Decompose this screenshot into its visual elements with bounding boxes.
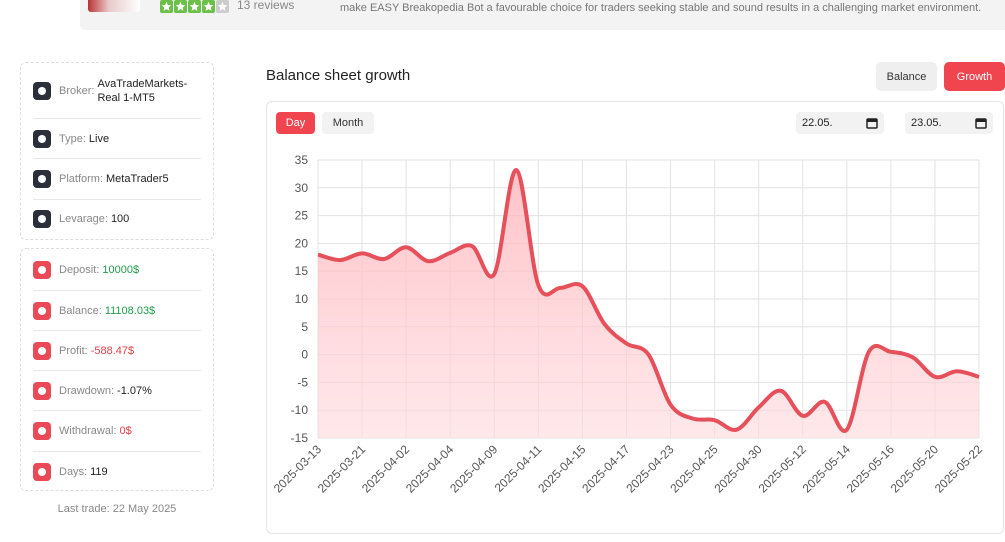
info-label: Deposit: (59, 263, 100, 276)
date-from[interactable]: 22.05. (796, 112, 884, 134)
info-row: Broker: AvaTradeMarkets-Real 1-MT5 (33, 63, 201, 119)
info-value: Live (88, 132, 110, 145)
icon-glyph (38, 346, 46, 355)
y-tick-label: -5 (297, 375, 308, 389)
info-row: Profit: -588.47$ (33, 331, 201, 371)
info-row: Days: 119 (33, 452, 201, 491)
info-label: Days: (59, 465, 88, 478)
info-row: Levarage: 100 (33, 200, 201, 238)
info-icon (33, 341, 51, 360)
info-row: Platform: MetaTrader5 (33, 159, 201, 200)
info-icon (33, 210, 51, 228)
info-icon (33, 462, 51, 481)
line (317, 168, 980, 433)
bot-description: make EASY Breakopedia Bot a favourable c… (340, 2, 982, 14)
info-icon (33, 422, 51, 440)
info-row: Balance: 11108.03$ (33, 291, 201, 331)
bot-card (80, 0, 1005, 30)
area-fill (318, 169, 979, 438)
info-label: Platform: (59, 173, 104, 185)
y-tick-label: 30 (295, 181, 309, 195)
info-label: Withdrawal: (59, 425, 117, 437)
info-label: Drawdown: (59, 384, 115, 397)
icon-glyph (38, 467, 46, 476)
growth-tab[interactable]: Growth (944, 62, 1005, 91)
info-label: Broker: (59, 84, 95, 97)
info-value: MetaTrader5 (106, 173, 169, 185)
icon-glyph (38, 306, 46, 315)
icon-glyph (38, 386, 46, 395)
info-value: 100 (110, 213, 130, 225)
info-label: Type: (59, 132, 86, 145)
date-from-text: 22.05. (802, 117, 833, 129)
info-row: Drawdown: -1.07% (33, 371, 201, 411)
y-tick-label: 20 (295, 236, 309, 250)
y-tick-label: -10 (291, 403, 309, 417)
info-icon (33, 260, 51, 279)
chart: -15-10-5051015202530352025-03-132025-03-… (271, 153, 986, 496)
info-label: Balance: (59, 304, 102, 317)
x-tick-label: 2025-05-22 (932, 442, 986, 496)
info-value: -588.47$ (90, 344, 135, 357)
rating-stars (160, 0, 229, 13)
y-tick-label: 15 (295, 264, 309, 278)
info-icon (33, 170, 51, 188)
star-glyph (203, 1, 214, 11)
star-glyph (189, 1, 200, 11)
star-glyph (161, 1, 172, 11)
calendar-icon (866, 118, 878, 129)
month-button[interactable]: Month (322, 112, 374, 134)
info-icon (33, 381, 51, 400)
icon-glyph (38, 265, 46, 274)
last-trade: Last trade: 22 May 2025 (57, 503, 177, 515)
info-value: 119 (90, 465, 108, 478)
info-icon (33, 301, 51, 320)
x-tick-label: 2025-04-09 (447, 442, 501, 496)
info-value: 11108.03$ (104, 304, 156, 317)
icon-glyph (38, 86, 46, 95)
info-row: Type: Live (33, 119, 201, 159)
star-glyph (175, 1, 186, 11)
info-value: AvaTradeMarkets-Real 1-MT5 (97, 77, 188, 104)
y-tick-label: 10 (295, 292, 309, 306)
info-value: -1.07% (117, 384, 152, 397)
day-button[interactable]: Day (276, 112, 315, 134)
reviews-count[interactable]: 13 reviews (237, 0, 295, 12)
icon-glyph (38, 215, 46, 223)
chart-title: Balance sheet growth (266, 67, 411, 84)
date-to-text: 23.05. (911, 117, 942, 129)
y-tick-label: -15 (291, 431, 309, 445)
info-row: Deposit: 10000$ (33, 249, 201, 291)
calendar-icon (975, 118, 987, 129)
info-icon (33, 81, 51, 100)
bot-thumbnail (88, 0, 140, 12)
y-tick-label: 5 (301, 320, 308, 334)
icon-glyph (38, 175, 46, 183)
info-label: Levarage: (59, 213, 108, 225)
star-glyph (217, 1, 228, 11)
y-tick-label: 25 (295, 209, 309, 223)
icon-glyph (38, 134, 46, 143)
account-stats: Deposit: 10000$ Balance: 11108.03$ Profit: -5… (20, 248, 214, 491)
y-tick-label: 35 (295, 153, 309, 167)
chart-card (266, 101, 1004, 534)
date-to[interactable]: 23.05. (905, 112, 993, 134)
y-tick-label: 0 (301, 348, 308, 362)
info-label: Profit: (59, 344, 88, 357)
icon-glyph (38, 427, 46, 435)
info-icon (33, 129, 51, 148)
info-value: 0$ (119, 425, 132, 437)
balance-tab[interactable]: Balance (876, 62, 937, 91)
info-value: 10000$ (102, 263, 140, 276)
account-details: Broker: AvaTradeMarkets-Real 1-MT5 Type: Li… (20, 62, 214, 240)
info-row: Withdrawal: 0$ (33, 411, 201, 452)
